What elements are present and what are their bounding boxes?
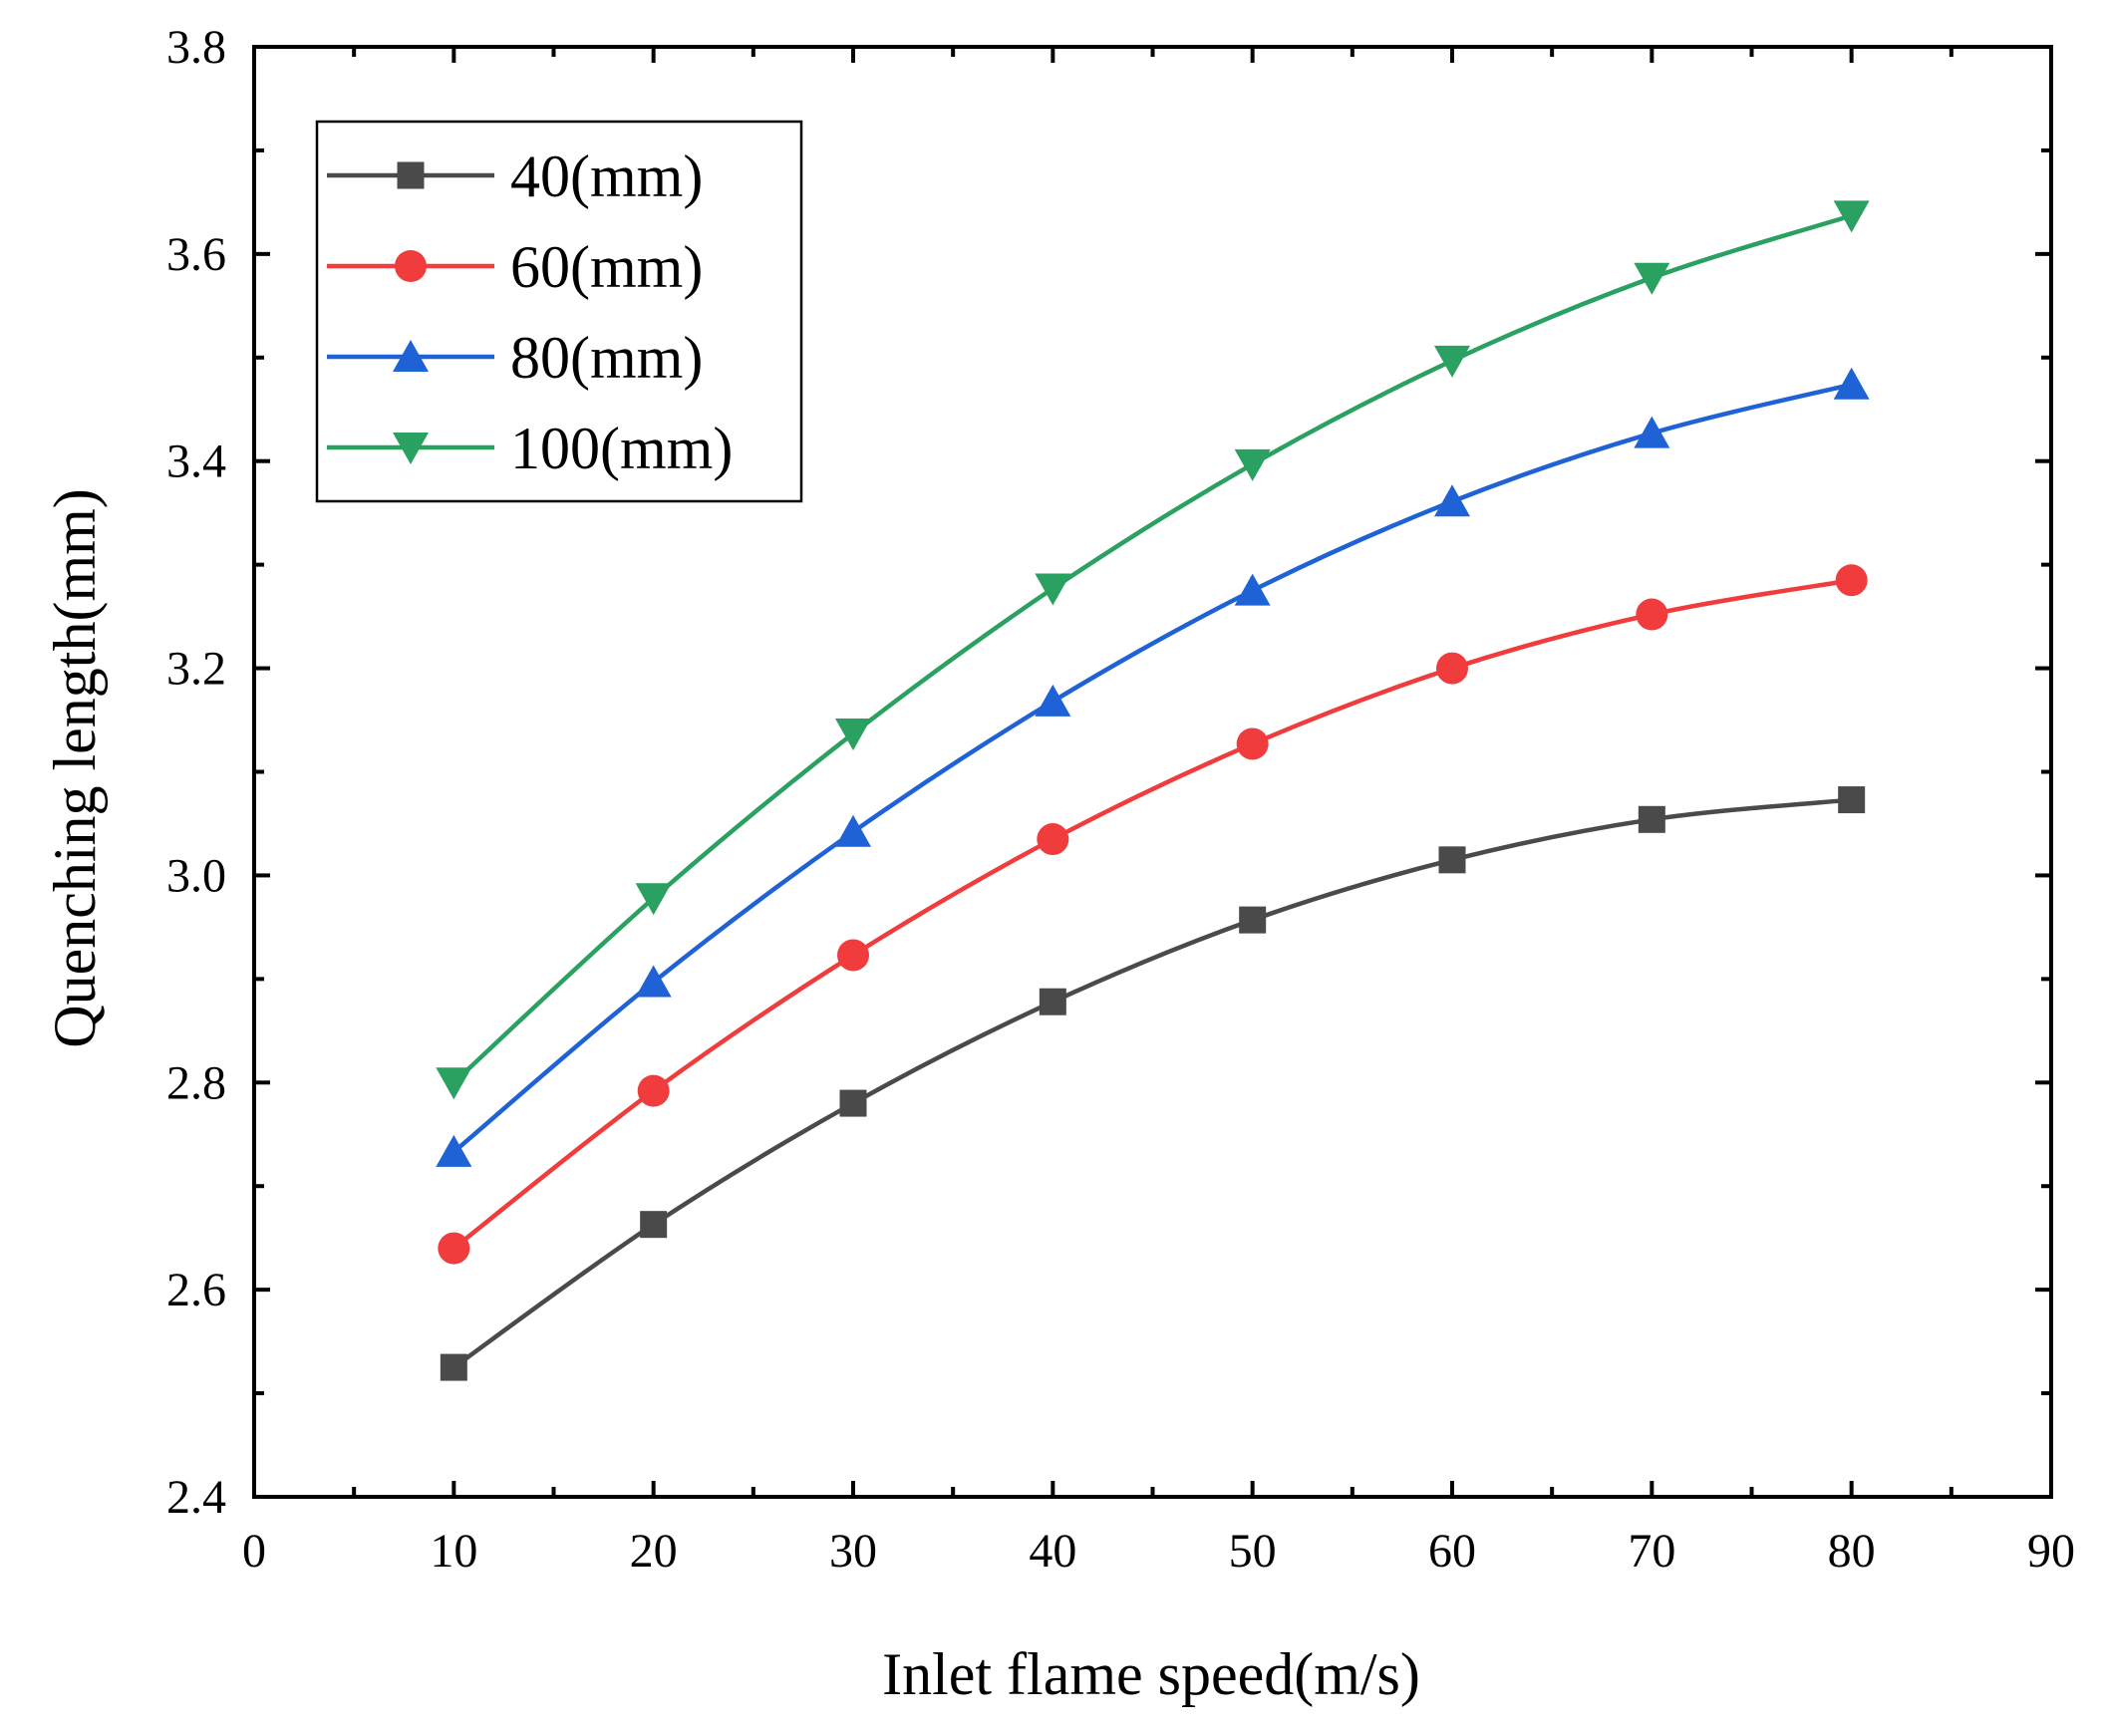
data-point-1-8 xyxy=(1838,786,1866,814)
data-point-3-5 xyxy=(1234,573,1271,606)
series-2 xyxy=(438,564,1868,1265)
plot-area xyxy=(436,200,1870,1381)
y-tick-label: 3.0 xyxy=(166,849,226,902)
y-tick-label: 3.2 xyxy=(166,643,226,696)
legend-marker xyxy=(395,250,427,282)
data-point-4-1 xyxy=(436,1067,472,1100)
x-tick-label: 0 xyxy=(242,1525,266,1578)
y-tick-label: 2.8 xyxy=(166,1056,226,1109)
data-point-2-2 xyxy=(637,1074,670,1107)
data-point-4-4 xyxy=(1035,573,1071,606)
data-point-3-1 xyxy=(436,1134,472,1167)
legend-label: 80(mm) xyxy=(510,325,703,391)
x-tick-label: 10 xyxy=(430,1525,477,1578)
data-point-1-5 xyxy=(1239,906,1267,934)
series-1 xyxy=(440,786,1866,1381)
data-point-3-2 xyxy=(635,965,672,998)
legend-marker xyxy=(397,161,425,189)
data-point-3-7 xyxy=(1634,416,1670,448)
y-tick-label: 3.8 xyxy=(166,21,226,74)
y-tick-label: 3.4 xyxy=(166,435,226,488)
x-tick-label: 90 xyxy=(2027,1525,2075,1578)
x-tick-label: 70 xyxy=(1628,1525,1675,1578)
data-point-3-8 xyxy=(1833,367,1870,400)
x-tick-label: 80 xyxy=(1828,1525,1876,1578)
legend-marker xyxy=(393,433,429,464)
data-point-4-3 xyxy=(835,719,871,751)
data-point-4-5 xyxy=(1234,448,1271,481)
y-tick-label: 2.6 xyxy=(166,1264,226,1316)
series-4 xyxy=(436,200,1870,1100)
data-point-2-7 xyxy=(1636,598,1668,631)
legend-label: 100(mm) xyxy=(510,416,733,481)
data-point-4-6 xyxy=(1434,345,1470,378)
legend-item-3: 80(mm) xyxy=(327,325,703,391)
legend-label: 40(mm) xyxy=(510,144,703,209)
series-line-2 xyxy=(451,578,1853,1251)
x-tick-label: 60 xyxy=(1428,1525,1476,1578)
x-tick-label: 40 xyxy=(1029,1525,1076,1578)
legend-label: 60(mm) xyxy=(510,234,703,300)
data-point-1-1 xyxy=(440,1353,467,1381)
data-point-4-2 xyxy=(635,883,672,916)
data-point-2-3 xyxy=(837,939,869,972)
legend-marker xyxy=(393,340,429,372)
x-axis-title: Inlet flame speed(m/s) xyxy=(882,1641,1420,1707)
y-tick-label: 2.4 xyxy=(166,1471,226,1524)
legend-item-1: 40(mm) xyxy=(327,144,703,209)
data-point-1-3 xyxy=(839,1089,867,1117)
data-point-2-6 xyxy=(1436,652,1468,685)
y-axis-title: Quenching length(mm) xyxy=(42,488,108,1048)
y-tick-label: 3.6 xyxy=(166,228,226,281)
data-point-4-7 xyxy=(1634,262,1670,295)
data-point-1-4 xyxy=(1039,988,1066,1015)
data-point-1-2 xyxy=(640,1211,668,1239)
data-point-2-8 xyxy=(1835,564,1868,597)
series-line-1 xyxy=(452,797,1852,1369)
data-point-2-5 xyxy=(1236,727,1269,760)
series-line-3 xyxy=(451,382,1853,1154)
data-point-3-3 xyxy=(835,814,871,847)
x-tick-label: 30 xyxy=(829,1525,877,1578)
data-point-3-4 xyxy=(1035,684,1071,717)
series-3 xyxy=(436,367,1870,1167)
data-point-2-4 xyxy=(1037,823,1069,856)
legend: 40(mm) 60(mm) 80(mm) 100(mm) xyxy=(315,120,803,503)
data-point-1-7 xyxy=(1638,805,1665,833)
data-point-4-8 xyxy=(1833,200,1870,233)
data-point-2-1 xyxy=(438,1232,470,1265)
data-point-1-6 xyxy=(1438,846,1466,874)
legend-item-2: 60(mm) xyxy=(327,234,703,300)
axes: 0 10 20 30 40 50 60 70 80 90 2.4 2.6 2.8 3.0 3.2 3.4 3.6… xyxy=(166,21,2075,1578)
data-point-3-6 xyxy=(1434,484,1470,517)
legend-item-4: 100(mm) xyxy=(327,416,733,481)
x-tick-label: 50 xyxy=(1229,1525,1277,1578)
x-tick-label: 20 xyxy=(630,1525,678,1578)
